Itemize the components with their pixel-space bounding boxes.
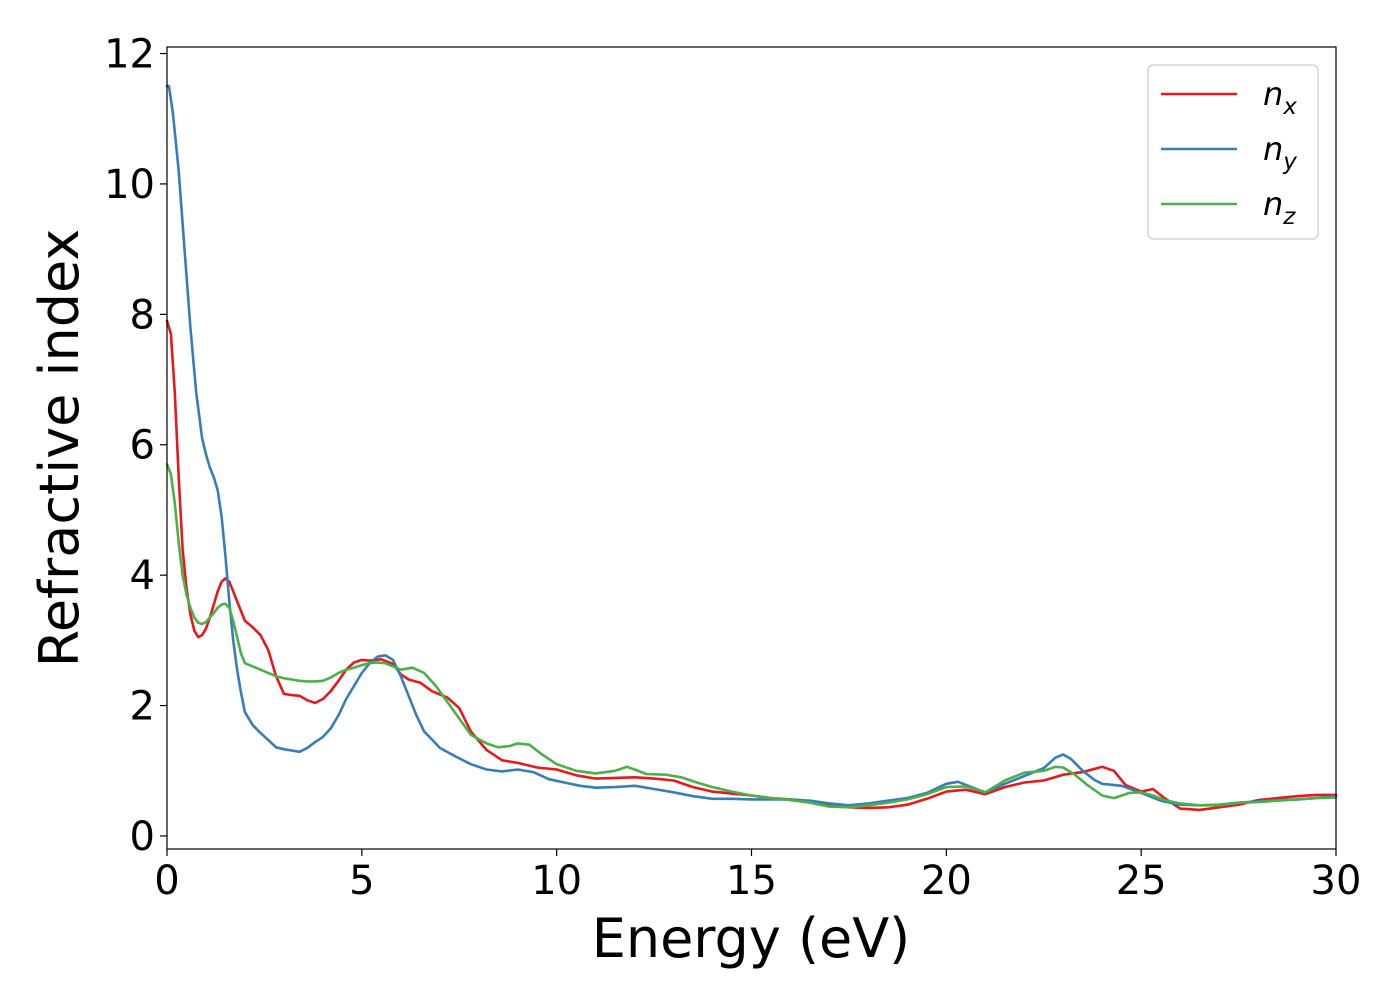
x-tick-label: 10 xyxy=(531,858,582,904)
y-tick-label: 10 xyxy=(104,162,155,208)
legend-label-subscript: x xyxy=(1282,94,1297,120)
y-axis-ticks: 0 2 4 6 8 10 12 xyxy=(104,32,167,860)
y-tick-label: 4 xyxy=(130,553,155,599)
x-tick-label: 5 xyxy=(349,858,374,904)
legend-box xyxy=(1147,64,1319,240)
x-axis-ticks: 0 5 10 15 20 25 30 xyxy=(154,849,1361,904)
legend-label-n-x: nx xyxy=(1263,75,1297,120)
legend-label-base: n xyxy=(1263,75,1283,113)
y-axis-label: Refractive index xyxy=(28,229,91,668)
x-tick-label: 0 xyxy=(154,858,179,904)
plot-background xyxy=(167,47,1336,849)
x-tick-label: 15 xyxy=(726,858,777,904)
y-tick-label: 0 xyxy=(130,814,155,860)
legend-label-base: n xyxy=(1263,185,1283,223)
x-tick-label: 25 xyxy=(1116,858,1167,904)
legend-label-subscript: y xyxy=(1282,149,1297,175)
legend-label-base: n xyxy=(1263,130,1283,168)
y-tick-label: 8 xyxy=(130,292,155,338)
x-tick-label: 20 xyxy=(921,858,972,904)
series-line-n-y xyxy=(165,84,1338,807)
series-line-n-z xyxy=(165,463,1338,809)
y-tick-label: 6 xyxy=(130,423,155,469)
x-axis-label: Energy (eV) xyxy=(592,907,911,970)
x-tick-label: 30 xyxy=(1311,858,1362,904)
y-tick-label: 2 xyxy=(130,684,155,730)
legend-label-subscript: z xyxy=(1282,204,1296,230)
y-tick-label: 12 xyxy=(104,32,155,78)
legend-label-n-y: ny xyxy=(1263,130,1297,175)
legend-label-n-z: nz xyxy=(1263,185,1296,230)
series-layer xyxy=(165,84,1338,812)
